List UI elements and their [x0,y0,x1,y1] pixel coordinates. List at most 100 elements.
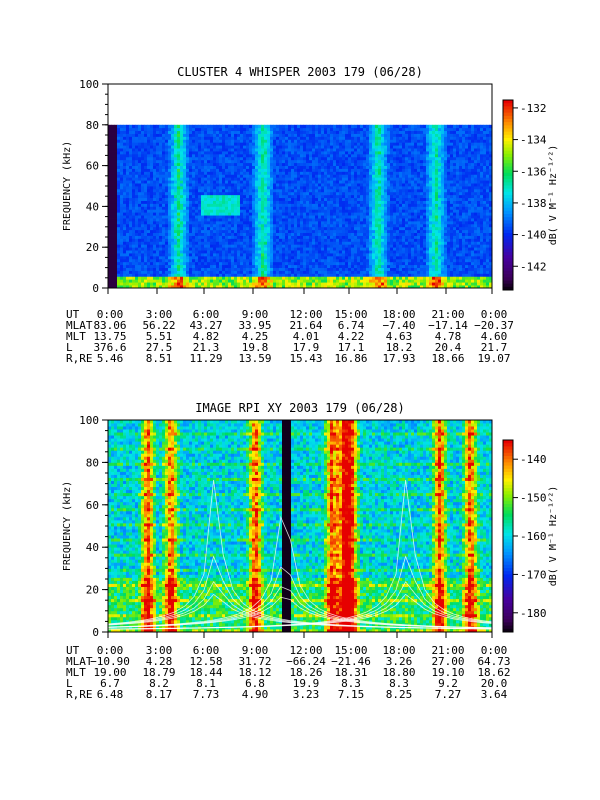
ephemeris-value: 21.3 [193,341,220,354]
ephemeris-value: 18.62 [477,666,510,679]
ephemeris-value: −20.37 [474,319,514,332]
ephemeris-value: 19.8 [242,341,269,354]
ephemeris-value: 6:00 [193,644,220,657]
y-tick-label: 60 [86,160,99,173]
chart-title: IMAGE RPI XY 2003 179 (06/28) [195,401,405,415]
ephemeris-value: 7.27 [435,688,462,701]
ephemeris-value: 8.3 [389,677,409,690]
ephemeris-row-label: MLAT [66,655,93,668]
y-tick-label: 40 [86,200,99,213]
ephemeris-value: 18.12 [238,666,271,679]
colorbar-tick-label: -142 [520,260,547,273]
ephemeris-value: 64.73 [477,655,510,668]
ephemeris-value: 19.10 [431,666,464,679]
colorbar-tick-label: -138 [520,197,547,210]
ephemeris-value: 5.51 [146,330,173,343]
ephemeris-value: −66.24 [286,655,326,668]
colorbar-tick-label: -150 [520,492,547,505]
ephemeris-value: 9:00 [242,308,269,321]
ephemeris-value: 18.80 [382,666,415,679]
ephemeris-value: 19.9 [293,677,320,690]
y-axis-label: FREQUENCY (kHz) [62,141,73,231]
ephemeris-value: 0:00 [481,308,508,321]
ephemeris-value: 20.4 [435,341,462,354]
ephemeris-value: 8.25 [386,688,413,701]
ephemeris-value: 3.64 [481,688,508,701]
colorbar: -140 -150 -160 -170 -180 dB( V M⁻¹ Hz⁻¹ᐟ²) [502,439,559,633]
ephemeris-value: −21.46 [331,655,371,668]
colorbar-tick-label: -140 [520,453,547,466]
ephemeris-row-label: MLT [66,666,86,679]
ephemeris-value: 12:00 [289,308,322,321]
ephemeris-value: −10.90 [90,655,130,668]
ephemeris-value: 8.3 [341,677,361,690]
y-tick-label: 100 [79,78,99,91]
ephemeris-row-label: R,RE [66,352,93,365]
y-tick-label: 100 [79,414,99,427]
colorbar-tick-label: -136 [520,165,547,178]
ephemeris-value: 7.73 [193,688,220,701]
panel-2: IMAGE RPI XY 2003 179 (06/28) 0 20 40 60 80 10… [62,401,559,701]
ephemeris-value: 6.48 [97,688,124,701]
colorbar-tick-label: -134 [520,134,547,147]
ephemeris-value: 18.44 [189,666,222,679]
ephemeris-value: 31.72 [238,655,271,668]
ephemeris-value: 20.0 [481,677,508,690]
y-tick-label: 20 [86,241,99,254]
ephemeris-value: 8.51 [146,352,173,365]
ephemeris-value: 15:00 [334,308,367,321]
ephemeris-value: 18:00 [382,644,415,657]
ephemeris-value: 6:00 [193,308,220,321]
ephemeris-row-label: L [66,341,73,354]
ephemeris-value: 17.93 [382,352,415,365]
ephemeris-value: 21.64 [289,319,322,332]
ephemeris-value: 6.7 [100,677,120,690]
ephemeris-value: 19.00 [93,666,126,679]
spectrogram-image [108,420,493,633]
field-line-curves [107,479,493,630]
ephemeris-value: 21:00 [431,644,464,657]
y-tick-label: 40 [86,541,99,554]
ephemeris-value: 6.8 [245,677,265,690]
ephemeris-value: −7.40 [382,319,415,332]
ephemeris-row-label: UT [66,644,80,657]
ephemeris-value: 13.59 [238,352,271,365]
ephemeris-value: 13.75 [93,330,126,343]
ephemeris-value: 27.00 [431,655,464,668]
ephemeris-value: 18.66 [431,352,464,365]
colorbar-label: dB( V M⁻¹ Hz⁻¹ᐟ²) [548,145,559,246]
ephemeris-value: 3:00 [146,308,173,321]
ephemeris-value: 18.26 [289,666,322,679]
ephemeris-value: 27.5 [146,341,173,354]
ephemeris-value: 17.9 [293,341,320,354]
panel-1: CLUSTER 4 WHISPER 2003 179 (06/28) 0 20 40 6… [62,65,559,365]
ephemeris-value: 8.17 [146,688,173,701]
ephemeris-value: 3.26 [386,655,413,668]
ephemeris-value: 4.22 [338,330,365,343]
ephemeris-value: 0:00 [97,644,124,657]
ephemeris-value: 4.60 [481,330,508,343]
ephemeris-row-label: MLT [66,330,86,343]
ephemeris-value: 4.63 [386,330,413,343]
ephemeris-value: 4.01 [293,330,320,343]
ephemeris-row-label: L [66,677,73,690]
ephemeris-value: 4.82 [193,330,220,343]
ephemeris-value: 7.15 [338,688,365,701]
ephemeris-value: 18:00 [382,308,415,321]
colorbar-tick-label: -132 [520,102,547,115]
spectrogram-image [108,124,493,289]
colorbar-tick-label: -170 [520,568,547,581]
ephemeris-row-label: UT [66,308,80,321]
ephemeris-value: 18.79 [142,666,175,679]
ephemeris-value: 16.86 [334,352,367,365]
colorbar-tick-label: -160 [520,530,547,543]
ephemeris-value: 5.46 [97,352,124,365]
ephemeris-value: 15:00 [334,644,367,657]
ephemeris-row-label: MLAT [66,319,93,332]
ephemeris-value: 18.2 [386,341,413,354]
ephemeris-value: 12.58 [189,655,222,668]
ephemeris-value: 6.74 [338,319,365,332]
ephemeris-value: 43.27 [189,319,222,332]
ephemeris-value: 19.07 [477,352,510,365]
